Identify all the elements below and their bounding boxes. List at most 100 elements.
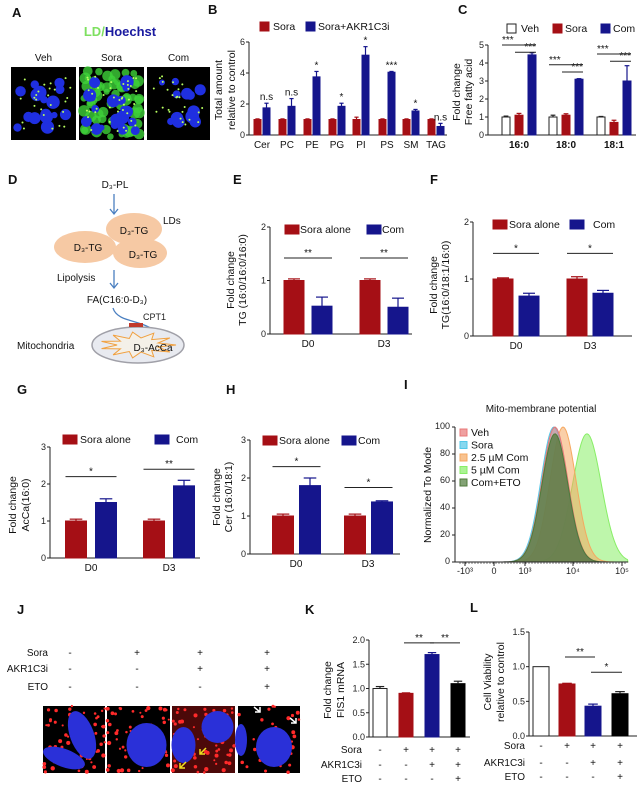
legend-label: Com	[382, 224, 404, 236]
mitochondrion	[82, 711, 86, 715]
y-tick-label: 1.0	[352, 684, 365, 694]
legend-swatch	[459, 428, 468, 437]
lipid-droplet	[109, 87, 112, 90]
condition-label: Sora	[101, 53, 123, 64]
chart-panel-g: G 0 1 2 3 Fold change AcCa(16:0) Sora alone Com D…	[7, 382, 200, 574]
bar-sora-akr1c3i	[411, 110, 420, 136]
mitochondrion	[230, 707, 234, 710]
legend-swatch	[459, 478, 468, 487]
mitochondrion	[164, 753, 169, 758]
significance-label: *	[89, 467, 93, 478]
mitochondrion	[230, 711, 234, 714]
y-tick-label: 2	[479, 94, 484, 104]
mitochondrion	[139, 711, 142, 714]
title-ld: LD	[84, 24, 101, 39]
bar-sora	[352, 119, 361, 136]
treatment-sign: +	[429, 745, 435, 756]
treatment-sign: -	[135, 664, 138, 675]
legend-label: 5 µM Com	[471, 465, 520, 477]
y-axis-label-line: relative to control	[495, 642, 507, 722]
y-tick-label: 3	[41, 442, 46, 452]
mitochondrion	[297, 718, 301, 721]
chart-panel-f: F 0 1 2 Fold change TG(16:0/18:1/16:0) Sora al…	[428, 172, 632, 352]
bar-com	[527, 54, 537, 136]
lipid-droplet	[116, 110, 119, 113]
treatment-sign: -	[565, 772, 568, 783]
lipid-droplet	[121, 108, 124, 111]
chart-panel-c: C 0 1 2 3 4 5 Fold change Free fatty acid Veh Sora…	[451, 2, 636, 151]
lipid-droplet	[48, 87, 51, 90]
mitochondrion	[215, 749, 219, 753]
mitochondrion	[105, 718, 110, 723]
y-axis-label-line: Fold change	[428, 256, 440, 314]
lipid-droplet	[69, 86, 72, 89]
bar-sora-akr1c3i	[287, 105, 296, 136]
mitochondrion	[66, 740, 71, 745]
significance-label: n.s	[260, 92, 273, 103]
y-axis-label: Fold change Cer (16:0/18:1)	[211, 462, 235, 533]
treatment-sign: +	[429, 760, 435, 771]
lipid-droplet	[130, 70, 138, 77]
lipid-droplet	[58, 124, 61, 127]
mitochondrion	[178, 719, 183, 724]
tg-label: D₃-TG	[129, 250, 158, 261]
treatment-sign: +	[455, 760, 461, 771]
nucleus	[89, 95, 96, 102]
treatment-sign: +	[264, 682, 270, 693]
legend-swatch	[459, 466, 468, 474]
treatment-sign: -	[404, 774, 407, 785]
x-tick-label: D3	[584, 341, 597, 352]
mitochondrion	[92, 765, 97, 769]
bar-sora-alone	[359, 280, 381, 335]
treatment-sign: +	[197, 648, 203, 659]
mitochondrion	[58, 739, 63, 744]
mitochondrion	[175, 710, 179, 714]
bar-veh	[501, 116, 511, 136]
mitochondrion	[193, 713, 198, 718]
nucleus	[235, 724, 247, 756]
treatment-label: AKR1C3i	[7, 664, 48, 675]
mitochondrion	[61, 724, 64, 727]
nucleus	[120, 78, 129, 88]
significance-label: ***	[549, 55, 561, 66]
y-tick-label: 3	[479, 76, 484, 86]
legend-label: Sora+AKR1C3i	[318, 21, 390, 33]
lipolysis-label: Lipolysis	[57, 273, 95, 284]
y-tick-label: 0	[479, 130, 484, 140]
y-tick-label: 80	[440, 448, 450, 458]
nucleus	[40, 95, 48, 104]
legend-swatch	[506, 23, 517, 34]
lipid-droplet	[161, 75, 164, 78]
nucleus	[46, 95, 60, 109]
lipid-droplet	[176, 95, 179, 98]
microscopy-image	[78, 66, 145, 140]
lipid-droplet	[35, 98, 38, 101]
bar-sora-alone	[272, 515, 294, 555]
lipid-droplet	[126, 83, 129, 86]
nucleus	[172, 90, 181, 99]
lipid-droplet	[125, 129, 128, 132]
lipid-droplet	[47, 94, 50, 97]
mitochondrion	[253, 747, 257, 752]
mitochondrion	[222, 708, 227, 713]
nucleus	[90, 123, 103, 135]
lipid-droplet	[35, 93, 38, 96]
x-tick-label: D0	[510, 341, 523, 352]
yellow-arrowhead-icon	[179, 763, 185, 769]
treatment-sign: -	[539, 741, 542, 752]
cristae-shape	[101, 331, 177, 359]
panel-label: B	[208, 2, 217, 17]
mitochondrion	[140, 715, 144, 719]
y-axis-label-line: AcCa(16:0)	[20, 478, 32, 531]
cpt1-label: CPT1	[143, 312, 166, 322]
lipid-droplet	[95, 67, 103, 76]
significance-label: **	[415, 633, 423, 644]
significance-label: ***	[502, 35, 514, 46]
mitochondrion	[173, 722, 177, 726]
lipid-droplet	[40, 108, 43, 111]
yellow-arrowhead-icon	[199, 749, 205, 755]
treatment-sign: -	[378, 774, 381, 785]
lipid-droplet	[177, 88, 180, 91]
bar-com	[95, 502, 117, 559]
